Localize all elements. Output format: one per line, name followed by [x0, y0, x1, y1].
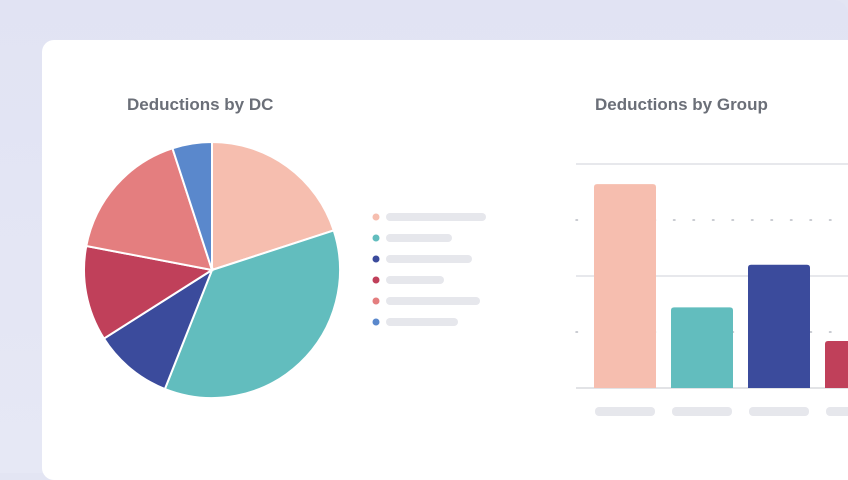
legend-marker-4 [372, 276, 380, 284]
pie-legend [372, 213, 486, 326]
legend-label-placeholder-5 [386, 297, 480, 305]
pie-chart-title: Deductions by DC [127, 95, 274, 114]
bar-chart [575, 163, 848, 416]
pie-chart [83, 140, 341, 399]
bar-1 [594, 184, 656, 388]
legend-label-placeholder-1 [386, 213, 486, 221]
bar-label-placeholder-1 [595, 407, 655, 416]
legend-marker-3 [372, 255, 380, 263]
pie-slice-6 [171, 140, 213, 271]
pie-slice-3 [102, 267, 215, 391]
bar-chart-title: Deductions by Group [595, 95, 768, 114]
legend-marker-1 [372, 213, 380, 221]
bar-2 [671, 307, 733, 388]
pie-slice-1 [211, 140, 335, 272]
bar-label-placeholder-4 [826, 407, 848, 416]
legend-label-placeholder-3 [386, 255, 472, 263]
legend-label-placeholder-2 [386, 234, 452, 242]
bar-4 [825, 340, 848, 388]
pie-slice-4 [83, 244, 215, 340]
legend-label-placeholder-6 [386, 318, 458, 326]
legend-marker-6 [372, 318, 380, 326]
legend-marker-5 [372, 297, 380, 305]
bar-label-placeholder-3 [749, 407, 809, 416]
bar-3 [748, 264, 810, 388]
pie-slice-2 [163, 229, 341, 399]
bar-label-placeholder-2 [672, 407, 732, 416]
legend-marker-2 [372, 234, 380, 242]
pie-slice-5 [85, 147, 214, 272]
legend-label-placeholder-4 [386, 276, 444, 284]
